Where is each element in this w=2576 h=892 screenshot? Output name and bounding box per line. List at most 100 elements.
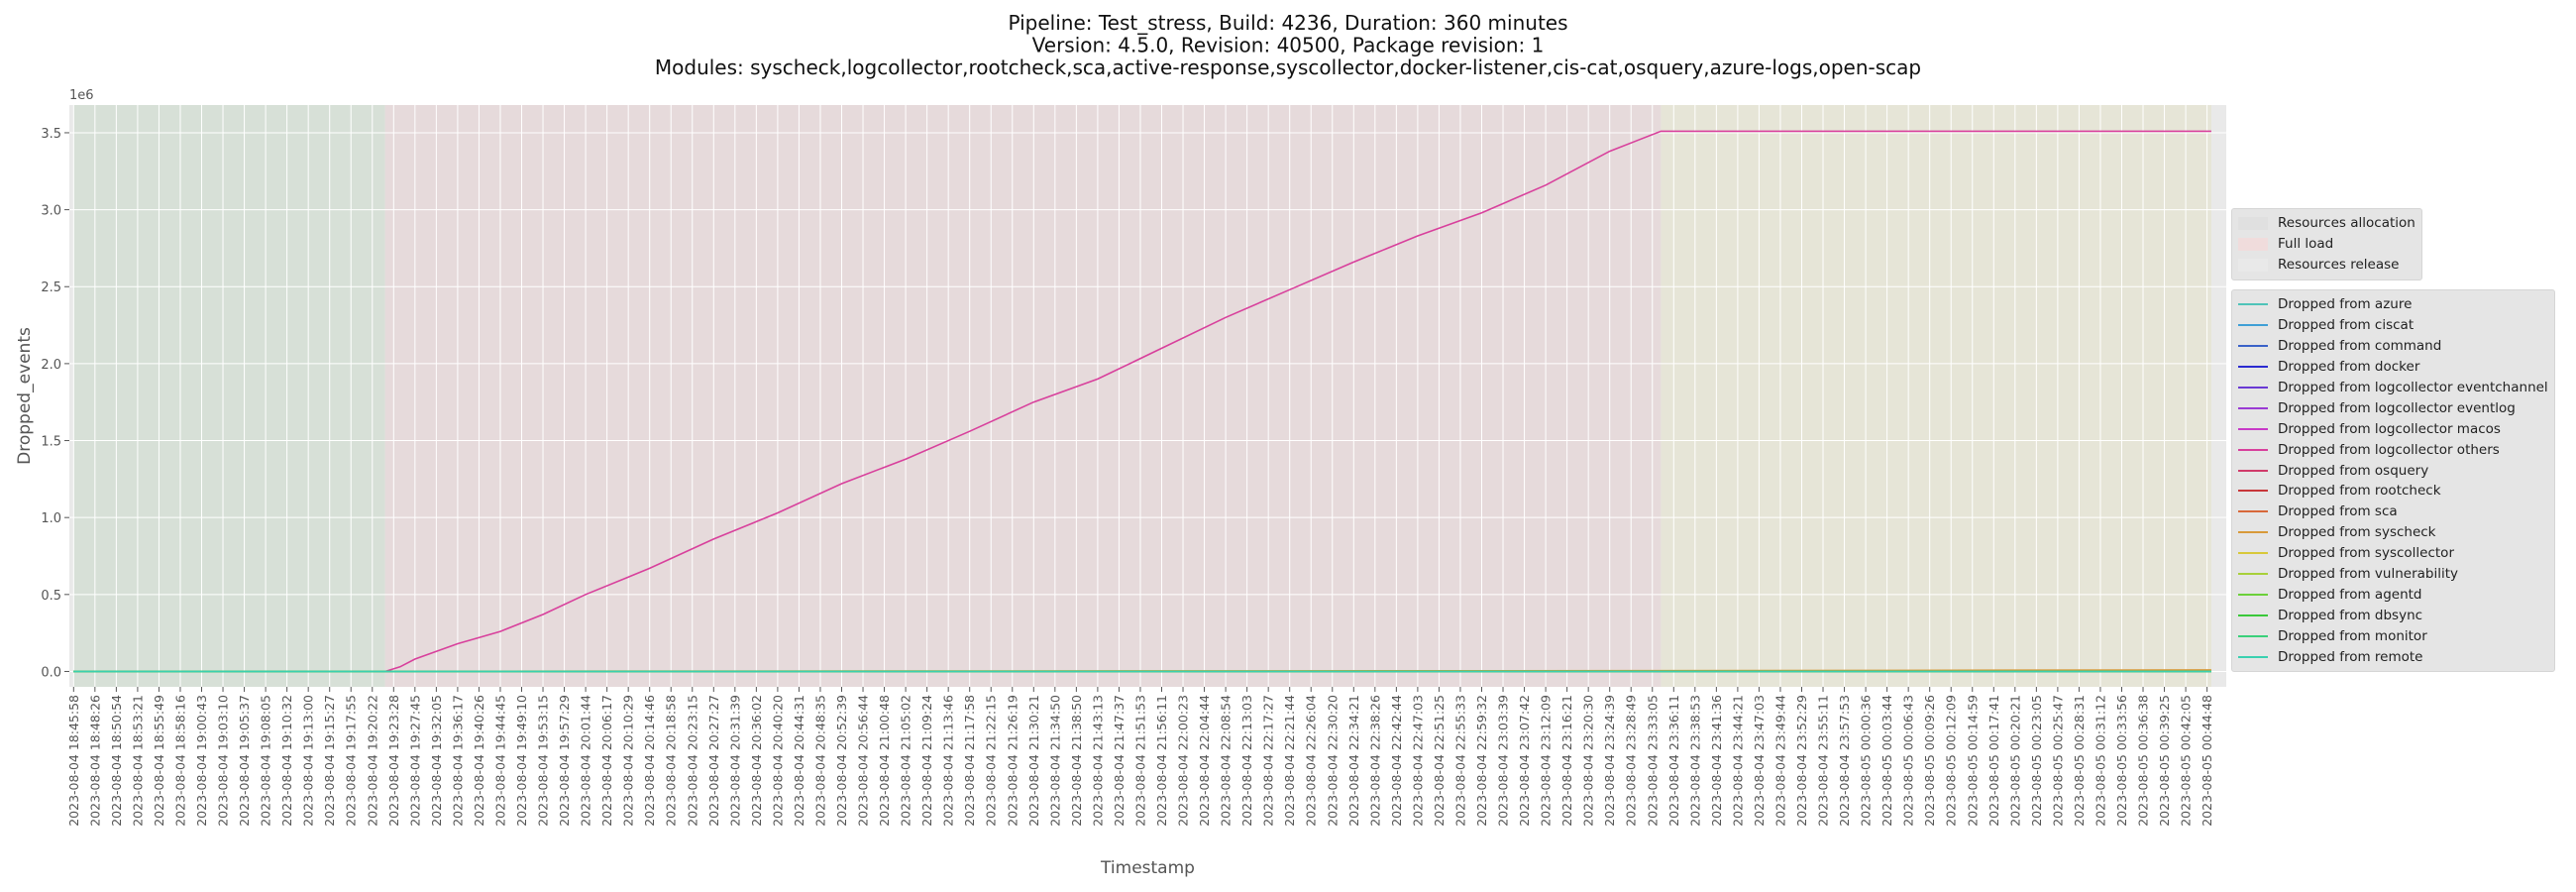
x-tick-label: 2023-08-04 19:40:26	[472, 695, 486, 827]
x-tick-label: 2023-08-05 00:17:41	[1986, 695, 2001, 827]
x-tick-label: 2023-08-05 00:44:48	[2200, 695, 2214, 827]
x-tick-label: 2023-08-04 21:22:15	[984, 695, 999, 827]
x-tick-label: 2023-08-04 20:01:44	[579, 695, 593, 827]
series-legend-item: Dropped from logcollector eventchannel	[2238, 378, 2548, 398]
legend-swatch	[2238, 427, 2268, 430]
y-scale-label: 1e6	[69, 88, 94, 103]
series-legend-item: Dropped from osquery	[2238, 460, 2548, 481]
x-tick-label: 2023-08-05 00:33:56	[2114, 695, 2129, 827]
x-tick-label: 2023-08-04 22:08:54	[1219, 695, 1234, 827]
series-legend-item: Dropped from monitor	[2238, 625, 2548, 646]
x-tick-label: 2023-08-04 18:55:49	[152, 695, 166, 827]
x-tick-label: 2023-08-04 23:16:21	[1559, 695, 1574, 827]
x-tick-label: 2023-08-04 21:17:58	[962, 695, 977, 827]
legend-label: Dropped from logcollector macos	[2278, 420, 2501, 437]
legend-label: Dropped from logcollector eventchannel	[2278, 380, 2548, 395]
x-tick-label: 2023-08-04 20:27:27	[706, 695, 721, 827]
legend-label: Dropped from agentd	[2278, 586, 2422, 603]
legend-swatch	[2238, 366, 2268, 369]
legend-swatch	[2238, 593, 2268, 596]
legend-label: Dropped from vulnerability	[2278, 566, 2459, 583]
phase-legend: Resources allocation Full load Resources r…	[2231, 208, 2422, 280]
series-legend-item: Dropped from azure	[2238, 294, 2548, 315]
x-axis-label: Timestamp	[1100, 858, 1195, 878]
x-tick-label: 2023-08-04 19:36:17	[450, 695, 465, 827]
x-tick-label: 2023-08-04 23:20:30	[1581, 695, 1596, 827]
x-tick-label: 2023-08-04 21:51:53	[1132, 695, 1147, 827]
x-tick-label: 2023-08-04 19:15:27	[322, 695, 337, 827]
y-tick-label: 0.5	[41, 589, 61, 604]
legend-swatch	[2238, 303, 2268, 306]
x-tick-label: 2023-08-04 23:41:36	[1709, 695, 1724, 827]
legend-label: Dropped from rootcheck	[2278, 483, 2441, 500]
legend-swatch	[2238, 448, 2268, 451]
x-tick-label: 2023-08-04 20:36:02	[749, 695, 764, 827]
legend-swatch	[2238, 655, 2268, 658]
x-tick-label: 2023-08-04 22:59:32	[1474, 695, 1489, 827]
phase-band	[1661, 105, 2211, 687]
legend-swatch	[2238, 634, 2268, 637]
x-tick-label: 2023-08-04 21:56:11	[1154, 695, 1169, 827]
x-tick-label: 2023-08-04 23:44:21	[1730, 695, 1745, 827]
y-tick-label: 2.5	[41, 280, 61, 295]
legend-swatch	[2238, 573, 2268, 576]
series-lines	[73, 130, 2211, 673]
legend-swatch	[2238, 552, 2268, 555]
x-tick-label: 2023-08-05 00:23:05	[2029, 695, 2044, 827]
legend-swatch	[2238, 490, 2268, 493]
x-tick-label: 2023-08-04 22:51:25	[1432, 695, 1447, 827]
x-tick-label: 2023-08-05 00:25:47	[2050, 695, 2065, 827]
legend-label: Dropped from azure	[2278, 296, 2413, 313]
series-legend-item: Dropped from sca	[2238, 502, 2548, 522]
x-tick-label: 2023-08-04 23:57:53	[1837, 695, 1852, 827]
series-legend-item: Dropped from docker	[2238, 357, 2548, 378]
series-legend-item: Dropped from logcollector macos	[2238, 418, 2548, 439]
x-tick-label: 2023-08-04 21:13:46	[941, 695, 956, 827]
series-line	[73, 130, 2211, 673]
x-tick-label: 2023-08-04 22:13:03	[1239, 695, 1254, 827]
chart-title: Pipeline: Test_stress, Build: 4236, Dura…	[655, 11, 1921, 79]
x-tick-label: 2023-08-04 20:06:17	[599, 695, 614, 827]
x-tick-label: 2023-08-04 20:52:39	[834, 695, 849, 827]
phase-legend-item: Full load	[2238, 234, 2415, 255]
series-legend-item: Dropped from rootcheck	[2238, 481, 2548, 502]
series-legend-item: Dropped from command	[2238, 336, 2548, 357]
legend-label: Dropped from logcollector others	[2278, 441, 2500, 458]
x-tick-label: 2023-08-04 22:42:44	[1389, 695, 1404, 827]
series-legend-item: Dropped from agentd	[2238, 584, 2548, 605]
series-legend-item: Dropped from logcollector others	[2238, 439, 2548, 460]
legend-swatch	[2238, 531, 2268, 534]
y-tick-label: 3.0	[41, 204, 61, 219]
x-tick-label: 2023-08-04 20:56:44	[856, 695, 871, 827]
x-tick-label: 2023-08-04 23:12:09	[1539, 695, 1554, 827]
series-legend-item: Dropped from remote	[2238, 646, 2548, 667]
x-tick-label: 2023-08-05 00:31:12	[2093, 695, 2107, 827]
x-tick-label: 2023-08-04 20:10:29	[621, 695, 636, 827]
x-tick-label: 2023-08-04 19:57:29	[557, 695, 572, 827]
legend-label: Dropped from osquery	[2278, 462, 2429, 479]
x-tick-label: 2023-08-04 19:17:55	[344, 695, 359, 827]
phase-bands	[73, 105, 2211, 687]
x-tick-label: 2023-08-04 22:47:03	[1410, 695, 1425, 827]
chart-title-line: Version: 4.5.0, Revision: 40500, Package…	[1032, 34, 1545, 57]
x-tick-label: 2023-08-04 23:49:44	[1772, 695, 1787, 827]
x-tick-label: 2023-08-04 18:58:16	[172, 695, 187, 827]
x-tick-label: 2023-08-04 22:55:33	[1452, 695, 1467, 827]
y-axis-label: Dropped_events	[15, 327, 35, 465]
phase-band	[73, 105, 385, 687]
legend-label: Dropped from command	[2278, 338, 2442, 355]
chart-title-line: Modules: syscheck,logcollector,rootcheck…	[655, 56, 1921, 79]
x-tick-label: 2023-08-04 22:34:21	[1346, 695, 1361, 827]
phase-legend-item: Resources allocation	[2238, 213, 2415, 234]
x-tick-label: 2023-08-04 18:45:58	[66, 695, 81, 827]
phase-legend-item: Resources release	[2238, 255, 2415, 276]
series-legend-item: Dropped from syscollector	[2238, 543, 2548, 564]
series-legend-item: Dropped from ciscat	[2238, 315, 2548, 336]
x-tick-label: 2023-08-04 19:03:10	[216, 695, 231, 827]
plot-area	[69, 105, 2226, 687]
x-tick-label: 2023-08-04 23:33:05	[1645, 695, 1660, 827]
legend-label: Dropped from sca	[2278, 503, 2398, 520]
legend-swatch	[2238, 258, 2268, 272]
x-tick-label: 2023-08-04 19:27:45	[407, 695, 422, 827]
legend-label: Dropped from logcollector eventlog	[2278, 399, 2516, 416]
